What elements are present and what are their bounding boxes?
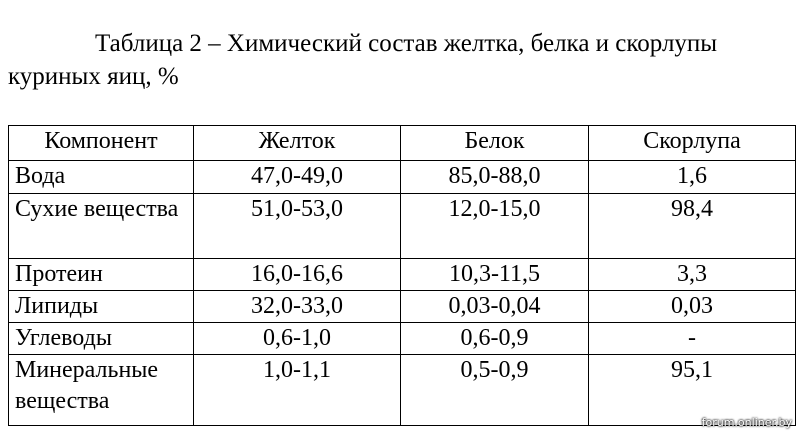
cell-text: 0,03: [671, 293, 713, 319]
table-cell: Протеин: [8, 258, 194, 291]
table-cell: 32,0-33,0: [193, 290, 401, 323]
table-cell: 16,0-16,6: [193, 258, 401, 291]
cell-text: 0,6-0,9: [460, 325, 529, 351]
table-row: Сухие вещества 51,0-53,0 12,0-15,0 98,4: [8, 193, 796, 259]
table-cell: Минеральные вещества: [8, 354, 194, 426]
cell-text: Вода: [15, 163, 66, 189]
cell-text: 0,5-0,9: [460, 357, 529, 383]
cell-text: Сухие вещества: [15, 196, 179, 222]
watermark: forum.onliner.by: [701, 416, 792, 429]
table-cell: -: [588, 322, 796, 355]
table-cell: Вода: [8, 160, 194, 194]
cell-text: 16,0-16,6: [251, 261, 343, 287]
table-cell: 0,03: [588, 290, 796, 323]
table-row: Минеральные вещества 1,0-1,1 0,5-0,9 95,1: [8, 354, 796, 426]
table-cell: Компонент: [8, 125, 194, 161]
table-cell: 10,3-11,5: [400, 258, 589, 291]
cell-text: Углеводы: [15, 325, 112, 351]
cell-text: 0,6-1,0: [263, 325, 331, 351]
table-cell: Липиды: [8, 290, 194, 323]
table-row: Вода 47,0-49,0 85,0-88,0 1,6: [8, 160, 796, 194]
table-cell: 0,6-0,9: [400, 322, 589, 355]
table-cell: Сухие вещества: [8, 193, 194, 259]
table-row: Липиды 32,0-33,0 0,03-0,04 0,03: [8, 290, 796, 323]
cell-text: Протеин: [15, 261, 103, 287]
cell-text: 10,3-11,5: [448, 261, 541, 287]
cell-text: -: [688, 325, 696, 351]
table-cell: 0,6-1,0: [193, 322, 401, 355]
cell-text: 85,0-88,0: [448, 163, 541, 189]
cell-text: Минеральные вещества: [15, 357, 159, 414]
cell-text: 47,0-49,0: [251, 163, 343, 189]
table-cell: 95,1: [588, 354, 796, 426]
table-cell: Белок: [400, 125, 589, 161]
cell-text: Скорлупа: [643, 128, 741, 154]
table-cell: Желток: [193, 125, 401, 161]
table-cell: 47,0-49,0: [193, 160, 401, 194]
cell-text: Липиды: [15, 293, 99, 319]
cell-text: 32,0-33,0: [251, 293, 343, 319]
cell-text: Желток: [258, 128, 336, 154]
cell-text: Компонент: [44, 128, 158, 154]
table-cell: Скорлупа: [588, 125, 796, 161]
caption-line: куриных яиц, %: [8, 63, 179, 90]
table-cell: 51,0-53,0: [193, 193, 401, 259]
cell-text: 95,1: [671, 357, 713, 383]
caption-line: Таблица 2 – Химический состав желтка, бе…: [95, 30, 718, 57]
table-cell: 1,0-1,1: [193, 354, 401, 426]
table-cell: 85,0-88,0: [400, 160, 589, 194]
table-cell: 98,4: [588, 193, 796, 259]
table-cell: 0,03-0,04: [400, 290, 589, 323]
cell-text: 12,0-15,0: [448, 196, 541, 222]
table-row: Углеводы 0,6-1,0 0,6-0,9 -: [8, 322, 796, 355]
table-cell: 3,3: [588, 258, 796, 291]
cell-text: 3,3: [677, 261, 707, 287]
cell-text: 51,0-53,0: [251, 196, 343, 222]
cell-text: 0,03-0,04: [448, 293, 541, 319]
cell-text: 98,4: [671, 196, 713, 222]
cell-text: 1,6: [677, 163, 707, 189]
table-row: Протеин 16,0-16,6 10,3-11,5 3,3: [8, 258, 796, 291]
cell-text: Белок: [464, 128, 525, 154]
table-cell: 0,5-0,9: [400, 354, 589, 426]
table-cell: 12,0-15,0: [400, 193, 589, 259]
table-cell: 1,6: [588, 160, 796, 194]
table: Компонент Желток Белок Скорлупа Вода 47,0-49,…: [8, 125, 796, 426]
table-cell: Углеводы: [8, 322, 194, 355]
cell-text: 1,0-1,1: [263, 357, 331, 383]
table-row: Компонент Желток Белок Скорлупа: [8, 125, 796, 161]
